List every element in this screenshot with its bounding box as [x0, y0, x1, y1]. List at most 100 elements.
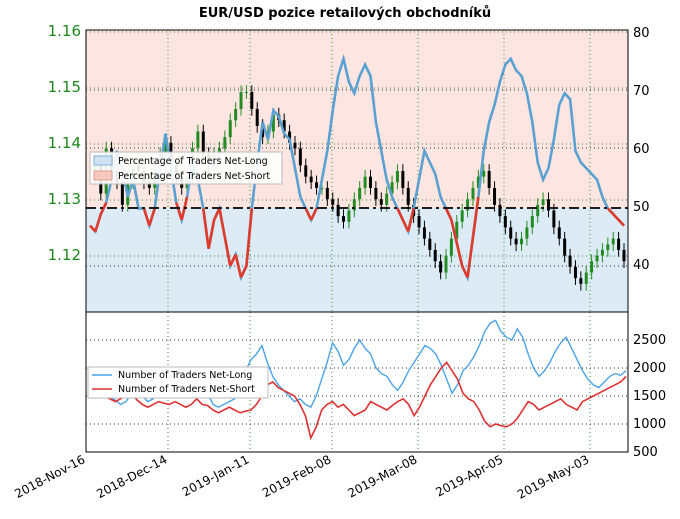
date-tick-label: 2019-Jan-11 — [180, 452, 252, 499]
net-short-percentage-segment — [466, 237, 475, 278]
candle-body — [352, 199, 356, 211]
bottom-legend: Number of Traders Net-Long Number of Tra… — [87, 366, 269, 399]
net-short-percentage-segment — [455, 242, 464, 267]
net-short-percentage-segment — [309, 207, 318, 221]
candle-body — [584, 272, 588, 284]
candle-body — [595, 255, 599, 262]
candle-body — [417, 216, 421, 228]
price-tick-label: 1.14 — [48, 134, 81, 152]
candle-body — [342, 216, 346, 222]
date-tick-label: 2019-Apr-05 — [433, 452, 505, 499]
net-short-percentage-segment — [89, 224, 97, 233]
candle-body — [282, 120, 286, 132]
net-short-percentage-segment — [450, 219, 459, 244]
candle-body — [223, 137, 227, 149]
candle-body — [271, 114, 275, 132]
candle-body — [466, 199, 470, 211]
legend-label: Percentage of Traders Net-Short — [118, 171, 270, 182]
candle-body — [401, 171, 405, 188]
legend-box — [87, 366, 269, 399]
candle-body — [568, 255, 572, 267]
candle-body — [196, 131, 200, 149]
net-short-percentage-segment — [212, 207, 221, 221]
price-axis: 1.16 1.15 1.14 1.13 1.12 — [48, 22, 81, 264]
legend-label: Number of Traders Net-Short — [118, 384, 255, 395]
date-tick-label: 2019-Feb-08 — [260, 452, 333, 500]
bottom-panel: 2500 2000 1500 1000 500 Number of Trader… — [85, 311, 666, 460]
candle-body — [309, 176, 313, 183]
candle-body — [514, 238, 518, 245]
percent-tick-label: 60 — [633, 142, 650, 157]
count-tick-label: 500 — [633, 445, 658, 460]
net-short-percentage-segment — [304, 207, 313, 221]
candle-body — [509, 227, 513, 239]
candle-body — [288, 131, 292, 143]
date-tick-label: 2018-Dec-14 — [94, 452, 169, 501]
candle-body — [422, 227, 426, 239]
candle-body — [428, 238, 432, 250]
candle-body — [530, 216, 534, 228]
candle-body — [244, 92, 248, 94]
candle-body — [449, 238, 453, 256]
candle-body — [606, 244, 610, 250]
candle-body — [493, 187, 497, 205]
count-axis: 2500 2000 1500 1000 500 — [633, 333, 666, 460]
candle-body — [325, 187, 329, 200]
candle-body — [164, 142, 168, 155]
percent-tick-label: 80 — [633, 26, 650, 41]
net-short-percentage-segment — [239, 265, 248, 279]
net-short-percentage-segment — [612, 213, 620, 221]
candle-body — [520, 238, 524, 245]
candle-body — [557, 227, 561, 239]
candle-body — [476, 176, 480, 188]
bottom-panel-frame — [85, 311, 629, 453]
legend-swatch-net-long-pct — [93, 155, 113, 166]
count-tick-label: 1000 — [633, 417, 666, 432]
candle-body — [293, 142, 297, 149]
candle-body — [250, 92, 254, 109]
top-panel: 1.16 1.15 1.14 1.13 1.12 80 70 60 50 40 … — [48, 22, 650, 313]
candle-body — [406, 187, 410, 205]
candle-body — [120, 182, 124, 205]
chart-title: EUR/USD pozice retailových obchodníků — [199, 6, 491, 21]
net-short-percentage-segment — [245, 208, 254, 267]
net-short-percentage-segment — [142, 208, 151, 227]
candle-body — [552, 210, 556, 228]
candle-body — [347, 210, 351, 222]
candle-body — [379, 199, 383, 205]
candle-body — [590, 261, 594, 273]
candle-body — [617, 238, 621, 250]
candle-body — [498, 204, 502, 217]
candle-body — [217, 148, 221, 155]
candle-body — [573, 266, 577, 279]
candle-body — [460, 210, 464, 222]
net-short-percentage-segment — [207, 219, 216, 249]
candle-body — [611, 238, 615, 245]
net-short-percentage-segment — [617, 219, 625, 227]
net-short-percentage-segment — [444, 207, 453, 221]
candle-body — [390, 182, 394, 194]
net-short-count-line — [87, 361, 627, 441]
candle-body — [363, 176, 367, 188]
candle-body — [563, 238, 567, 256]
legend-box — [89, 151, 283, 185]
candle-body — [444, 255, 448, 273]
net-short-percentage-segment — [218, 208, 227, 238]
net-short-percentage-segment — [606, 207, 615, 216]
price-tick-label: 1.15 — [48, 78, 81, 96]
percent-axis: 80 70 60 50 40 — [633, 26, 650, 273]
net-short-percentage-segment — [175, 202, 183, 221]
candle-body — [201, 131, 205, 155]
candle-body — [239, 92, 243, 109]
percent-tick-label: 70 — [633, 84, 650, 99]
candle-body — [536, 204, 540, 217]
candle-body — [487, 171, 491, 188]
date-tick-label: 2018-Nov-16 — [12, 452, 87, 501]
net-short-percentage-segment — [396, 207, 405, 221]
candle-body — [546, 199, 550, 211]
candle-body — [579, 278, 583, 284]
candle-body — [336, 204, 340, 217]
candle-body — [525, 227, 529, 239]
date-axis: 2018-Nov-16 2018-Dec-14 2019-Jan-11 2019… — [12, 452, 591, 501]
